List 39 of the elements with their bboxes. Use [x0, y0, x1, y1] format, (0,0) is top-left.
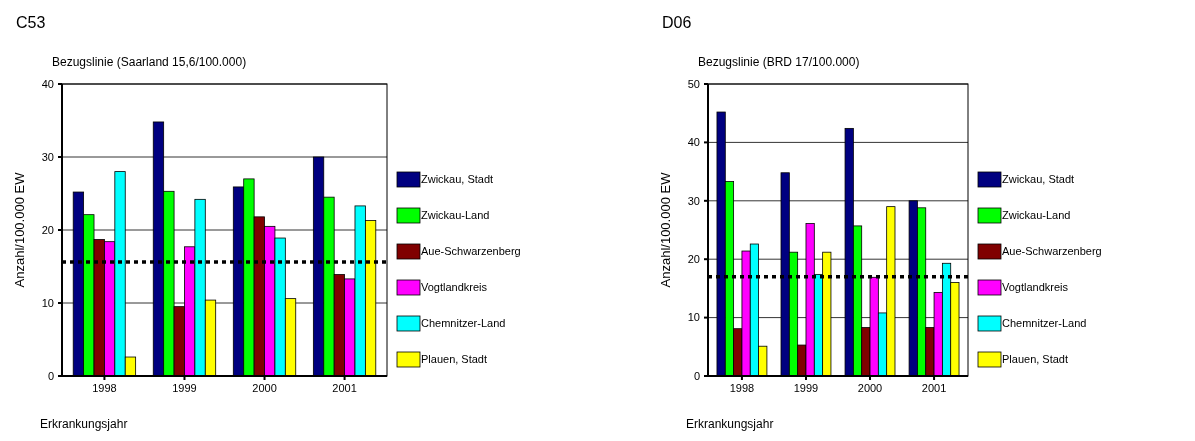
x-tick-label: 2001	[332, 382, 357, 394]
x-axis-title: Erkrankungsjahr	[40, 417, 128, 431]
chart-title: D06	[662, 14, 692, 31]
chart-title: C53	[16, 14, 46, 31]
y-tick-label: 20	[687, 253, 700, 266]
y-tick-label: 30	[687, 194, 700, 207]
x-tick-label: 2000	[857, 382, 883, 394]
legend-label: Zwickau-Land	[1002, 209, 1071, 222]
legend-label: Zwickau-Land	[421, 209, 490, 222]
x-tick-label: 1998	[92, 382, 117, 394]
x-tick-label: 1998	[729, 382, 755, 394]
y-tick-label: 10	[41, 296, 54, 309]
y-axis-title: Anzahl/100.000 EW	[658, 171, 673, 288]
y-tick-label: 10	[687, 311, 700, 324]
legend-label: Plauen, Stadt	[421, 353, 488, 366]
y-tick-label: 30	[41, 150, 54, 163]
x-axis-title: Erkrankungsjahr	[686, 417, 774, 431]
chart-subtitle: Bezugslinie (Saarland 15,6/100.000)	[52, 55, 247, 69]
y-tick-label: 40	[687, 136, 700, 149]
y-tick-label: 0	[693, 369, 700, 382]
legend-label: Chemnitzer-Land	[1002, 317, 1087, 330]
y-tick-label: 50	[687, 77, 700, 90]
legend-label: Aue-Schwarzenberg	[1002, 245, 1102, 258]
legend-label: Zwickau, Stadt	[1002, 173, 1075, 186]
legend-label: Plauen, Stadt	[1002, 353, 1069, 366]
y-tick-label: 40	[41, 77, 54, 90]
x-tick-label: 2000	[252, 382, 277, 394]
y-tick-label: 0	[47, 369, 54, 382]
legend-label: Vogtlandkreis	[421, 281, 488, 294]
legend-label: Chemnitzer-Land	[421, 317, 506, 330]
y-axis-title: Anzahl/100.000 EW	[12, 171, 27, 288]
y-tick-label: 20	[41, 223, 54, 236]
legend-label: Zwickau, Stadt	[421, 173, 494, 186]
x-tick-label: 1999	[172, 382, 197, 394]
legend-label: Aue-Schwarzenberg	[421, 245, 521, 258]
legend-label: Vogtlandkreis	[1002, 281, 1069, 294]
x-tick-label: 2001	[921, 382, 947, 394]
chart-subtitle: Bezugslinie (BRD 17/100.000)	[698, 55, 860, 69]
x-tick-label: 1999	[793, 382, 819, 394]
